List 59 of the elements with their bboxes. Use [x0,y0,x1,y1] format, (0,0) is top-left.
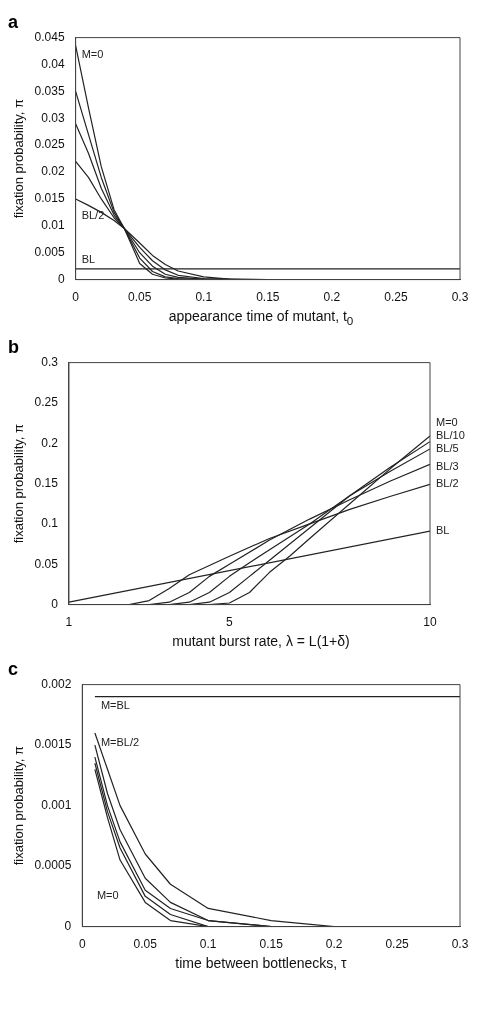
series-label: M=0 [96,888,119,901]
series-label: M=0 [436,415,458,428]
y-tick-label: 0.035 [34,83,65,98]
x-tick-label: 0.25 [385,936,410,951]
x-tick-label: 0.1 [195,290,213,305]
x-tick-label: 0.15 [256,290,280,305]
y-tick-label: 0.04 [41,56,65,71]
y-tick-label: 0.005 [34,245,65,260]
y-tick-label: 0 [51,596,59,611]
y-tick-label: 0.01 [41,218,65,233]
y-axis-title: fixation probability, π [11,745,27,866]
y-tick-label: 0.15 [34,475,59,490]
y-tick-label: 0 [64,918,72,933]
x-tick-label: 0.3 [451,290,469,305]
x-tick-label: 0.1 [199,936,217,951]
x-tick-label: 10 [423,614,437,629]
y-tick-label: 0.025 [34,137,65,152]
series-label: BL [81,253,96,266]
x-axis-title: mutant burst rate, λ = L(1+δ) [171,632,351,649]
x-tick-label: 0.25 [384,290,408,305]
series-label: BL/3 [436,460,459,473]
series-label: BL [436,524,450,537]
series-label: M=BL [100,699,130,712]
x-tick-label: 0 [78,936,86,951]
x-tick-label: 0.05 [133,936,158,951]
chart-title: a [8,11,19,32]
x-tick-label: 0.05 [128,290,152,305]
x-tick-label: 0.3 [451,936,469,951]
series-label: M=BL/2 [100,735,140,748]
x-axis-title: appearance time of mutant, t$_{0}$ [167,308,355,327]
y-tick-label: 0.1 [41,516,59,531]
chart-title: c [8,658,19,679]
series-label: BL/2 [81,209,105,222]
y-tick-label: 0.015 [34,191,65,206]
y-tick-label: 0.05 [34,556,59,571]
x-tick-label: 0.2 [325,936,343,951]
y-tick-label: 0.2 [41,435,59,450]
x-axis-title: time between bottlenecks, τ [174,954,348,971]
x-tick-label: 5 [226,614,234,629]
x-tick-label: 0.2 [323,290,341,305]
y-tick-label: 0.25 [34,395,59,410]
y-tick-label: 0.002 [41,676,72,691]
y-tick-label: 0.3 [41,354,59,369]
y-tick-label: 0.03 [41,110,65,125]
y-tick-label: 0 [57,271,65,286]
y-tick-label: 0.045 [34,29,65,44]
y-axis-title: fixation probability, π [11,423,27,544]
y-tick-label: 0.0015 [34,737,72,752]
series-label: BL/5 [436,441,459,454]
x-tick-label: 0.15 [259,936,284,951]
y-tick-label: 0.0005 [34,858,72,873]
y-axis-title: fixation probability, π [11,98,27,219]
series-label: BL/10 [436,428,465,441]
series-label: BL/2 [436,477,459,490]
chart-title: b [8,336,19,357]
x-tick-label: 1 [65,614,73,629]
y-tick-label: 0.001 [41,797,72,812]
series-label: M=0 [81,48,104,61]
y-tick-label: 0.02 [41,164,65,179]
